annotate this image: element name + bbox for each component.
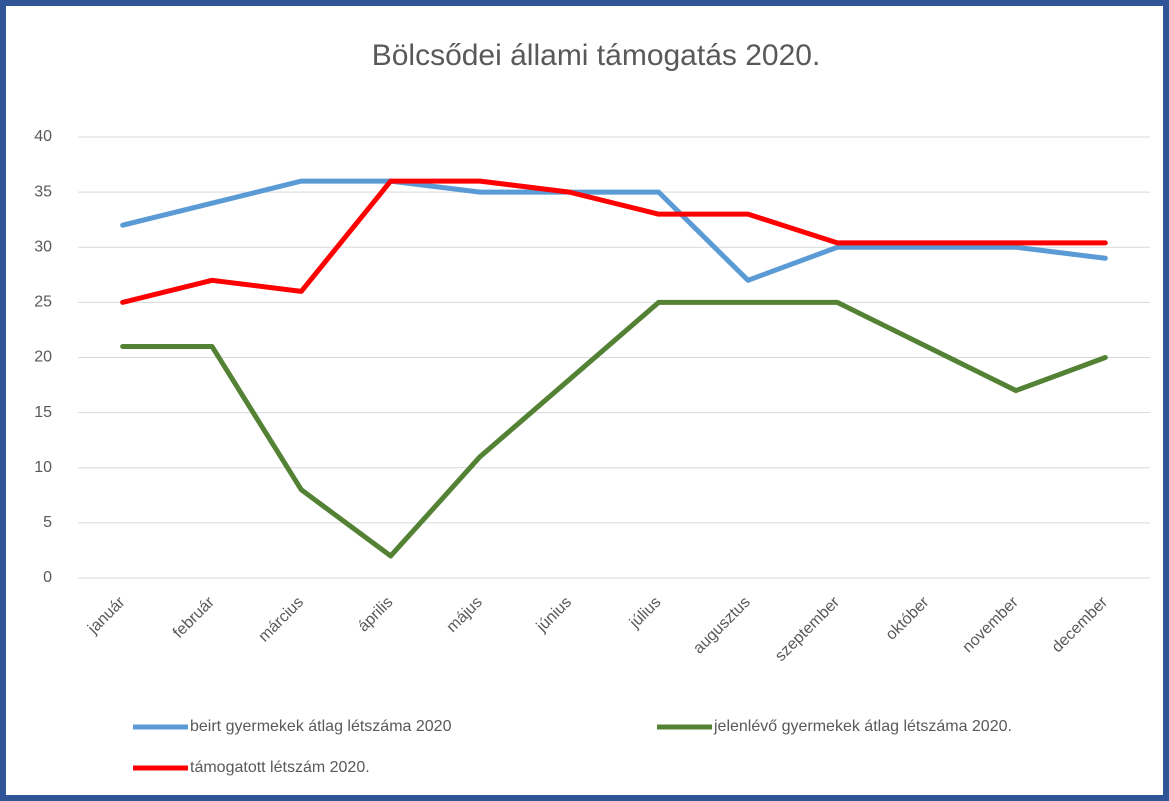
legend-label: támogatott létszám 2020. — [190, 759, 370, 776]
data-line — [120, 178, 1108, 305]
legend-label: jelenlévő gyermekek átlag létszáma 2020. — [713, 718, 1012, 735]
legend-label: beirt gyermekek átlag létszáma 2020 — [190, 718, 452, 735]
y-tick-label: 30 — [34, 238, 52, 255]
data-line — [120, 178, 1108, 283]
data-line — [120, 299, 1108, 559]
y-tick-label: 5 — [43, 514, 52, 531]
y-tick-label: 35 — [34, 183, 52, 200]
y-tick-label: 40 — [34, 128, 52, 145]
y-tick-label: 20 — [34, 349, 52, 366]
chart-title: Bölcsődei állami támogatás 2020. — [372, 39, 821, 72]
y-tick-label: 15 — [34, 404, 52, 421]
y-tick-label: 25 — [34, 294, 52, 311]
y-tick-label: 0 — [43, 569, 52, 586]
y-tick-label: 10 — [34, 459, 52, 476]
